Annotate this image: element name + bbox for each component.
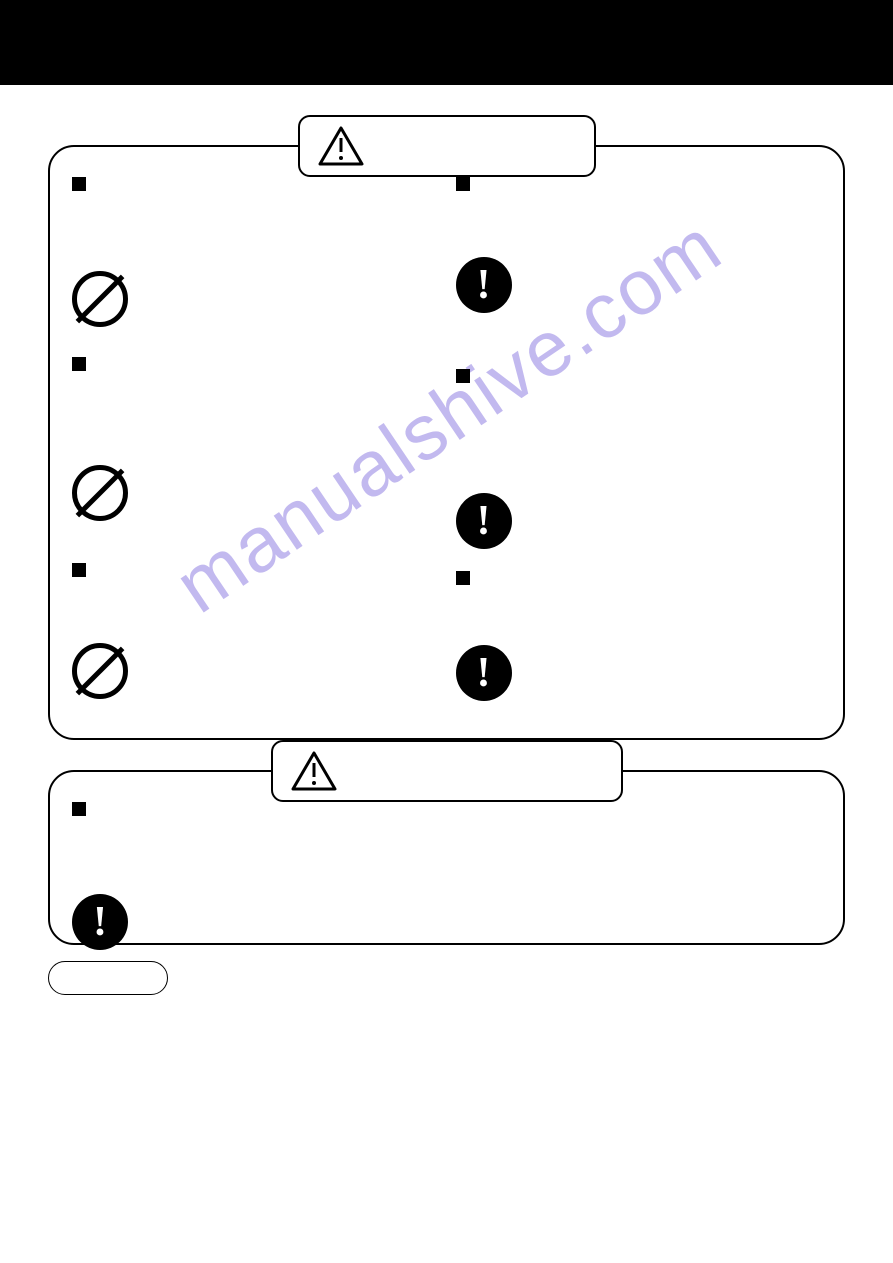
- left-column: !: [68, 802, 442, 921]
- right-column: [452, 802, 826, 921]
- warning-label-2: [271, 740, 623, 802]
- bullet-square: [72, 177, 86, 194]
- right-column: ! ! !: [452, 177, 826, 716]
- bullet-square: [456, 571, 470, 588]
- warning-box-2: !: [48, 770, 845, 945]
- mandatory-icon: !: [456, 645, 512, 701]
- mandatory-icon: !: [456, 257, 512, 313]
- warning-triangle-icon: [291, 751, 337, 791]
- warning-box-1: ! ! !: [48, 145, 845, 740]
- mandatory-icon: !: [72, 894, 128, 950]
- caution-columns: !: [68, 802, 825, 921]
- bullet-square: [72, 563, 86, 580]
- warning-columns: ! ! !: [68, 177, 825, 716]
- top-black-bar: [0, 0, 893, 85]
- prohibit-icon: [72, 465, 128, 521]
- bullet-square: [72, 357, 86, 374]
- bullet-square: [72, 802, 86, 819]
- warning-triangle-icon: [318, 126, 364, 166]
- bullet-square: [456, 369, 470, 386]
- left-column: [68, 177, 442, 716]
- page-content: ! ! ! !: [0, 85, 893, 995]
- warning-label-1: [298, 115, 596, 177]
- mandatory-icon: !: [456, 493, 512, 549]
- prohibit-icon: [72, 271, 128, 327]
- bullet-square: [456, 177, 470, 194]
- prohibit-icon: [72, 643, 128, 699]
- note-pill: [48, 961, 168, 995]
